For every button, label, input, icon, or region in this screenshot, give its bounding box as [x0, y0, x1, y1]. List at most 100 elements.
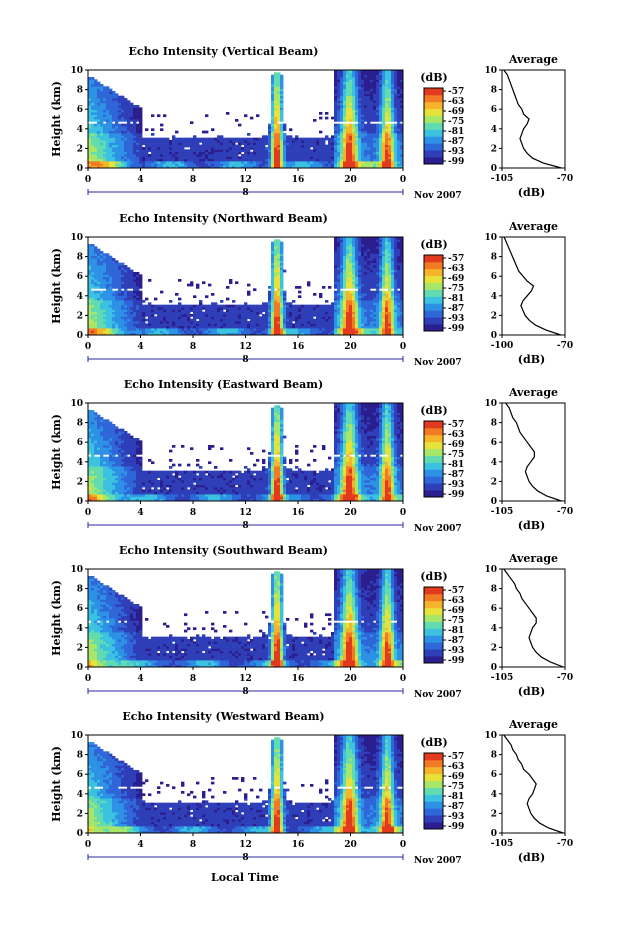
heatmap-cell	[121, 265, 125, 268]
heatmap-cell	[274, 281, 278, 285]
heatmap-cell	[139, 323, 143, 327]
heatmap-cell	[391, 142, 395, 146]
heatmap-cell	[400, 128, 404, 132]
heatmap-cell	[298, 154, 302, 157]
heatmap-cell	[214, 165, 218, 169]
date-label: Nov 2007	[414, 191, 462, 201]
heatmap-cell	[280, 311, 284, 315]
heatmap-cell	[91, 262, 95, 266]
heatmap-cell	[298, 151, 302, 155]
heatmap-cell	[370, 112, 374, 115]
heatmap-cell	[301, 330, 305, 334]
heatmap-cell	[277, 144, 281, 148]
heatmap-cell	[127, 130, 131, 134]
heatmap-cell	[229, 158, 233, 162]
heatmap-cell	[157, 140, 161, 143]
heatmap-cell	[346, 246, 350, 250]
heatmap-cell	[166, 156, 170, 160]
heatmap-cell	[361, 283, 365, 287]
heatmap-cell	[334, 237, 338, 240]
heatmap-cell	[256, 330, 260, 334]
heatmap-cell	[379, 147, 383, 150]
colorbar-segment	[424, 94, 443, 103]
heatmap-cell	[175, 161, 179, 164]
heatmap-cell	[379, 142, 383, 146]
heatmap-cell	[286, 161, 290, 164]
heatmap-cell	[322, 318, 326, 322]
heatmap-cell	[391, 330, 395, 334]
heatmap-cell	[361, 267, 365, 271]
heatmap-cell	[103, 165, 107, 169]
heatmap-cell	[193, 328, 197, 331]
heatmap-cell	[379, 77, 383, 80]
heatmap-cell	[106, 267, 110, 271]
heatmap-cell	[367, 105, 371, 108]
heatmap-cell	[334, 279, 338, 282]
heatmap-cell	[346, 239, 350, 243]
heatmap-cell	[286, 307, 290, 310]
heatmap-cell	[325, 158, 329, 162]
heatmap-cell	[283, 304, 287, 308]
heatmap-cell	[382, 316, 386, 320]
heatmap-cell	[100, 130, 104, 134]
heatmap-cell	[217, 165, 221, 169]
heatmap-cell	[337, 137, 341, 141]
heatmap-cell	[400, 114, 404, 118]
heatmap-cell	[250, 140, 254, 143]
heatmap-cell	[379, 323, 383, 327]
heatmap-cell	[238, 142, 242, 146]
heatmap-cell	[373, 237, 377, 240]
heatmap-cell	[313, 332, 317, 336]
heatmap-cell	[202, 156, 206, 160]
heatmap-cell	[337, 114, 341, 118]
heatmap-cell	[334, 304, 338, 308]
heatmap-cell	[238, 309, 242, 313]
heatmap-cell	[379, 297, 383, 301]
heatmap-cell	[220, 137, 224, 141]
heatmap-cell	[208, 165, 212, 169]
heatmap-cell	[367, 253, 371, 257]
heatmap-cell	[121, 156, 125, 160]
heatmap-cell	[370, 70, 374, 73]
heatmap-cell	[277, 265, 281, 268]
heatmap-cell	[337, 154, 341, 157]
heatmap-cell	[235, 161, 239, 164]
heatmap-cell	[91, 116, 95, 120]
heatmap-cell	[142, 161, 146, 164]
heatmap-cell	[361, 325, 365, 329]
heatmap-cell	[394, 123, 398, 127]
heatmap-cell	[274, 302, 278, 306]
heatmap-cell	[190, 325, 194, 329]
heatmap-cell	[349, 274, 353, 278]
heatmap-cell	[217, 161, 221, 164]
heatmap-cell	[343, 112, 347, 115]
heatmap-cell	[139, 114, 143, 118]
heatmap-cell	[127, 105, 131, 108]
heatmap-cell	[361, 309, 365, 313]
heatmap-cell	[97, 128, 101, 132]
heatmap-cell	[349, 72, 353, 76]
heatmap-cell	[205, 332, 209, 336]
heatmap-cell	[187, 165, 191, 169]
heatmap-cell	[238, 332, 242, 336]
heatmap-cell	[301, 314, 305, 317]
heatmap-cell	[238, 304, 242, 308]
heatmap-cell	[331, 309, 335, 313]
heatmap-cell	[319, 321, 323, 324]
heatmap-cell	[274, 246, 278, 250]
heatmap-cell	[394, 70, 398, 73]
heatmap-cell	[124, 109, 128, 113]
heatmap-cell	[124, 281, 128, 285]
heatmap-cell	[244, 142, 248, 146]
heatmap-cell	[271, 156, 275, 160]
heatmap-cell	[88, 151, 92, 155]
heatmap-cell	[361, 116, 365, 120]
heatmap-cell	[355, 98, 359, 101]
heatmap-cell	[100, 297, 104, 301]
heatmap-cell	[118, 300, 122, 303]
heatmap-cell	[106, 290, 110, 294]
heatmap-cell	[346, 147, 350, 150]
heatmap-cell	[373, 248, 377, 252]
heatmap-cell	[286, 311, 290, 315]
heatmap-cell	[358, 314, 362, 317]
